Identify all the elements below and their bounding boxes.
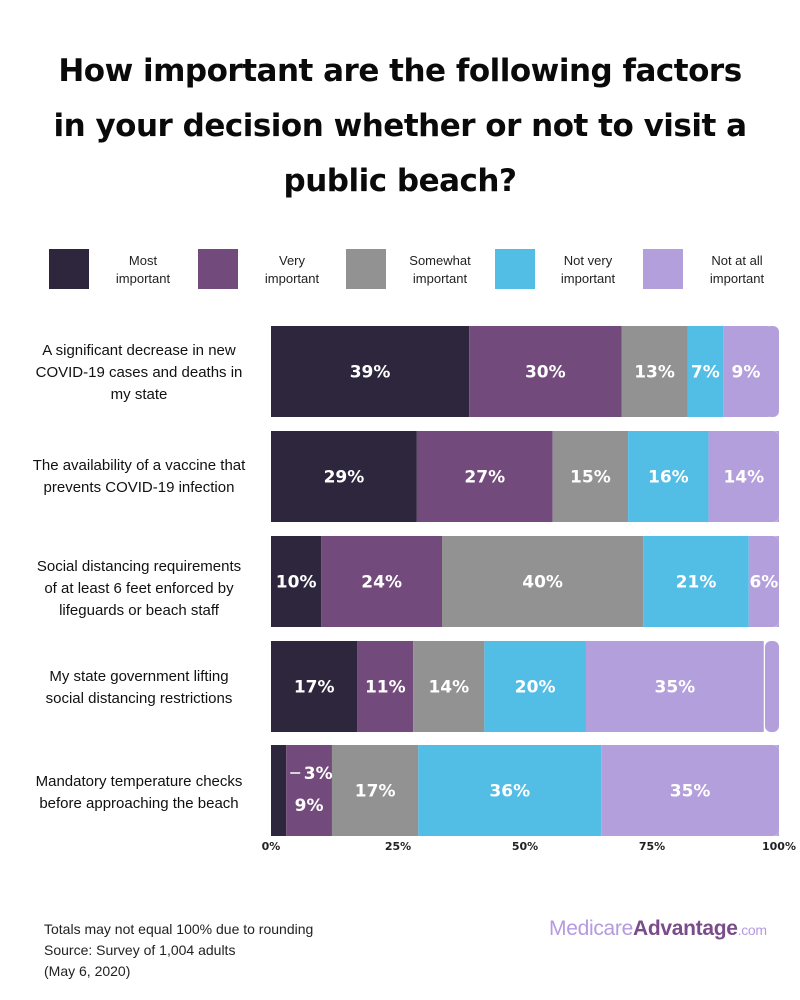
data-label: 3% [304,764,333,784]
bar-segment [357,641,414,732]
bar-segment [628,431,709,522]
bar-end-cap [765,431,779,522]
data-label: 35% [655,678,696,698]
x-tick-label: 25% [385,840,411,853]
data-label: 20% [515,678,556,698]
legend-swatch-not-very [495,249,535,289]
data-label: 9% [732,363,761,383]
bar-end-cap [765,326,779,417]
bar-segment [442,536,644,627]
data-label: 24% [361,573,402,593]
bar-segment [271,641,358,732]
data-label: 10% [276,573,317,593]
legend-swatch-most [49,249,89,289]
bar-segment [321,536,443,627]
bar-segment [552,431,629,522]
title-line: How important are the following factors [58,53,742,89]
bar-end-cap [765,536,779,627]
bar-segment [331,745,419,836]
legend-swatch-not-at-all [643,249,683,289]
bar-segment [271,431,417,522]
data-label: 16% [648,468,689,488]
x-tick-label: 100% [762,840,796,853]
data-label: 14% [723,468,764,488]
data-label: 7% [691,363,720,383]
bar-segment [413,641,485,732]
category-label: A significant decrease in new COVID-19 ca… [35,342,243,403]
category-label: The availability of a vaccine that preven… [32,457,246,496]
x-tick-label: 0% [262,840,281,853]
data-label: 17% [294,678,335,698]
legend-swatch-somewhat [346,249,386,289]
data-label: 39% [350,363,391,383]
footnote: Totals may not equal 100% due to roundin… [44,919,313,982]
data-label: 13% [634,363,675,383]
data-label: 40% [522,573,563,593]
data-label: 15% [570,468,611,488]
bar-segment [271,536,322,627]
bar-end-cap [765,641,779,732]
legend-label-most: Most important [115,253,171,286]
footnote-line: (May 6, 2020) [44,963,131,979]
bar-segment [418,745,602,836]
category-label: My state government lifting social distan… [45,668,233,707]
bar-end-cap [765,745,779,836]
bar-segment [723,326,769,417]
data-label: 14% [428,678,469,698]
bar-segment [687,326,724,417]
data-label: 11% [365,678,406,698]
bar-segment [601,745,779,836]
footnote-line: Source: Survey of 1,004 adults [44,942,236,958]
chart-title: How important are the following factors … [40,44,760,209]
bar-segment [469,326,622,417]
data-label: 36% [489,782,530,802]
data-label: 35% [670,782,711,802]
bar-segment [484,641,586,732]
legend-label-not-at-all: Not at all important [709,253,765,286]
legend-label-very: Very important [264,253,320,286]
x-tick-label: 75% [639,840,665,853]
footnote-line: Totals may not equal 100% due to roundin… [44,921,314,937]
bar-segment [585,641,764,732]
brand-logo: MedicareAdvantage.com [549,917,767,940]
legend-label-not-very: Not very important [560,253,616,286]
legend-swatch-very [198,249,238,289]
bar-segment [416,431,553,522]
legend-label-somewhat: Somewhat important [409,253,471,286]
x-tick-label: 50% [512,840,538,853]
bar-segment [286,745,332,836]
data-label: 30% [525,363,566,383]
category-label: Social distancing requirements of at leas… [36,558,242,619]
title-line: public beach? [283,163,517,199]
data-label: 17% [355,782,396,802]
title-line: in your decision whether or not to visit… [53,108,747,144]
bar-segment [271,745,287,836]
data-label: 27% [464,468,505,488]
category-label: Mandatory temperature checks before appro… [35,773,243,812]
data-label: 9% [295,796,324,816]
data-label: 21% [676,573,717,593]
bar-segment [271,326,470,417]
data-label: 6% [749,573,778,593]
bar-segment [643,536,749,627]
bar-segment [621,326,688,417]
data-label: 29% [324,468,365,488]
